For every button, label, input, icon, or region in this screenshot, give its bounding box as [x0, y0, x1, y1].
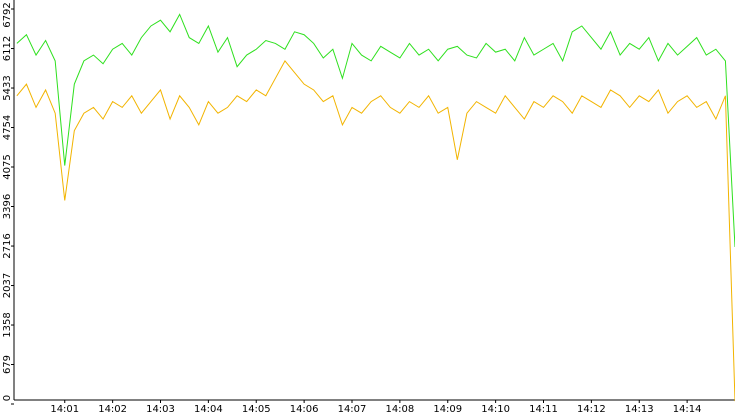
x-tick-label: 14:13 — [625, 404, 654, 415]
x-tick-label: 14:11 — [529, 404, 558, 415]
y-tick-label: 1358 — [2, 312, 13, 337]
x-tick-label: 14:02 — [98, 404, 127, 415]
x-tick-label: 14:14 — [673, 404, 702, 415]
data-line — [16, 59, 735, 402]
x-tick-label: 14:07 — [338, 404, 367, 415]
y-tick-label: 679 — [2, 355, 13, 374]
y-tick-label: 6112 — [2, 36, 13, 61]
x-tick-label: 14:10 — [481, 404, 510, 415]
y-tick-label: 0 — [2, 395, 13, 401]
data-line — [16, 13, 735, 248]
x-tick-label: 14:01 — [50, 404, 79, 415]
y-tick-label: 6792 — [2, 2, 13, 27]
y-tick-label: 3396 — [2, 194, 13, 219]
x-tick-label: 14:04 — [194, 404, 223, 415]
y-tick-label: 4754 — [2, 115, 13, 140]
x-tick-label: 14:09 — [433, 404, 462, 415]
y-tick-label: 2716 — [2, 233, 13, 258]
x-tick-label: 14:05 — [242, 404, 271, 415]
x-tick-label: 14:06 — [290, 404, 319, 415]
x-tick-label: 14:08 — [385, 404, 414, 415]
y-tick-label: 4075 — [2, 154, 13, 179]
x-tick-label: 14:03 — [146, 404, 175, 415]
y-tick-label: 2037 — [2, 273, 13, 298]
y-tick-label: 5433 — [2, 75, 13, 100]
x-tick-label: 14:12 — [577, 404, 606, 415]
